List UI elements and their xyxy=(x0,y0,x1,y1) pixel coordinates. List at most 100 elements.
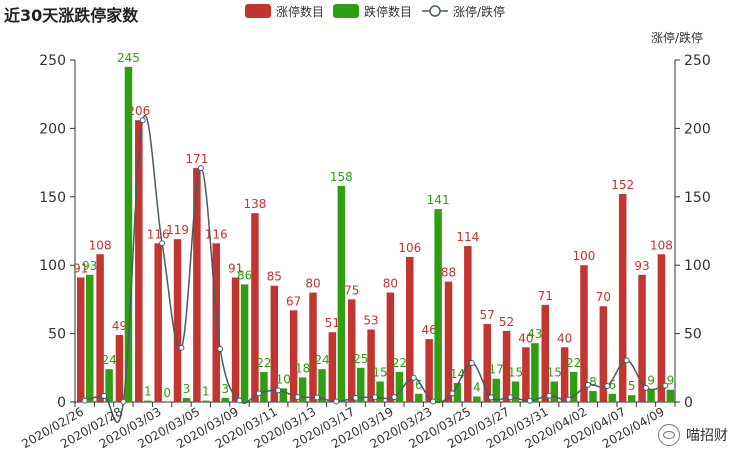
bar-limit-up-label: 40 xyxy=(518,331,533,345)
ratio-point xyxy=(197,165,204,172)
bar-limit-up xyxy=(77,277,85,402)
bar-limit-down xyxy=(86,274,94,402)
bar-limit-down xyxy=(260,371,268,402)
bar-limit-down-label: 18 xyxy=(295,361,310,375)
bar-limit-up-label: 171 xyxy=(185,152,208,166)
bar-limit-down-label: 4 xyxy=(473,381,481,395)
ratio-point xyxy=(430,398,437,405)
bar-limit-down xyxy=(589,391,597,402)
ratio-point xyxy=(139,117,146,124)
bar-limit-up-label: 51 xyxy=(325,316,340,330)
bar-limit-down xyxy=(279,388,288,402)
y-right-tick-label: 200 xyxy=(684,121,711,137)
bar-limit-up-label: 53 xyxy=(363,313,378,327)
legend-label: 跌停数目 xyxy=(364,4,412,19)
bar-limit-up xyxy=(638,274,646,402)
bar-limit-down-label: 15 xyxy=(508,365,523,379)
bar-limit-up xyxy=(560,347,569,402)
ratio-point xyxy=(565,396,572,403)
ratio-point xyxy=(449,390,456,397)
bar-limit-up-label: 40 xyxy=(557,331,572,345)
bar-limit-down xyxy=(337,185,346,402)
y-left-tick-label: 0 xyxy=(57,395,66,411)
bar-limit-down xyxy=(298,377,307,402)
bar-limit-up xyxy=(347,299,356,402)
ratio-point xyxy=(410,374,417,381)
ratio-point xyxy=(526,397,533,404)
bar-limit-up xyxy=(444,281,453,402)
bar-limit-up xyxy=(657,254,666,402)
bar-limit-up-label: 75 xyxy=(344,283,359,297)
y-right-tick-label: 50 xyxy=(684,327,702,343)
legend-swatch xyxy=(333,4,359,18)
bar-limit-up-label: 100 xyxy=(573,249,596,263)
legend-line-marker xyxy=(429,5,441,17)
legend-label: 涨停数目 xyxy=(276,4,324,19)
bar-limit-up xyxy=(580,265,588,402)
ratio-point xyxy=(294,393,301,400)
bar-limit-up xyxy=(289,310,298,402)
bar-limit-up xyxy=(96,254,104,402)
bar-limit-up-label: 52 xyxy=(499,315,514,329)
bar-limit-up-label: 70 xyxy=(596,290,611,304)
ratio-point xyxy=(81,397,88,404)
bar-limit-down-label: 43 xyxy=(527,327,542,341)
y-left-tick-label: 150 xyxy=(39,190,66,206)
bar-limit-down xyxy=(550,381,559,402)
ratio-point xyxy=(236,397,243,404)
bar-limit-up-label: 119 xyxy=(166,223,189,237)
bar-limit-down xyxy=(240,284,249,402)
bar-limit-down xyxy=(531,343,539,402)
bar-limit-up-label: 91 xyxy=(73,262,88,276)
bar-limit-down xyxy=(202,400,210,402)
bar-limit-down-label: 22 xyxy=(256,356,271,370)
ratio-point xyxy=(159,240,166,247)
y-left-tick-label: 250 xyxy=(39,53,66,69)
bar-limit-down-label: 5 xyxy=(628,379,636,393)
bar-limit-down xyxy=(182,397,191,402)
bar-limit-up-label: 116 xyxy=(147,227,170,241)
ratio-point xyxy=(352,394,359,401)
bar-limit-up xyxy=(483,324,491,402)
bar-limit-up-label: 152 xyxy=(611,178,634,192)
bar-limit-down-label: 17 xyxy=(489,363,504,377)
bar-limit-up xyxy=(212,243,220,402)
bar-limit-down-label: 158 xyxy=(330,170,353,184)
bar-limit-up-label: 49 xyxy=(112,319,127,333)
bar-limit-down xyxy=(376,381,384,402)
wechat-icon xyxy=(658,424,680,446)
bar-limit-down xyxy=(356,367,365,402)
bar-limit-up xyxy=(618,194,627,402)
bar-limit-up-label: 116 xyxy=(205,227,228,241)
bar-limit-up-label: 88 xyxy=(441,266,456,280)
bar-limit-down-label: 93 xyxy=(82,259,97,273)
y-right-tick-label: 0 xyxy=(684,395,693,411)
bar-limit-down-label: 9 xyxy=(667,374,675,388)
bar-limit-up xyxy=(173,239,182,402)
bar-limit-down-label: 141 xyxy=(427,193,450,207)
bar-limit-down xyxy=(318,369,326,402)
ratio-point xyxy=(217,346,224,353)
bar-limit-up xyxy=(193,168,201,402)
bar-limit-down-label: 24 xyxy=(101,353,116,367)
bar-limit-up xyxy=(522,347,530,402)
ratio-point xyxy=(101,392,108,399)
bar-limit-down xyxy=(627,395,636,402)
bar-limit-down xyxy=(105,369,113,402)
bar-limit-up-label: 106 xyxy=(398,241,421,255)
bar-limit-down-label: 245 xyxy=(117,51,140,65)
bar-limit-up xyxy=(115,334,124,402)
bar-limit-up xyxy=(367,329,375,402)
ratio-point xyxy=(178,344,185,351)
bar-limit-up-label: 108 xyxy=(650,238,673,252)
chart-title: 近30天涨跌停家数 xyxy=(4,6,139,25)
bar-limit-up xyxy=(502,330,511,402)
bar-limit-up-label: 71 xyxy=(538,289,553,303)
bar-limit-up xyxy=(154,243,162,402)
bar-limit-up xyxy=(328,332,337,402)
bar-limit-up-label: 206 xyxy=(127,104,150,118)
bar-limit-down xyxy=(666,389,675,402)
bar-limit-down xyxy=(453,382,462,402)
ratio-point xyxy=(275,387,282,394)
